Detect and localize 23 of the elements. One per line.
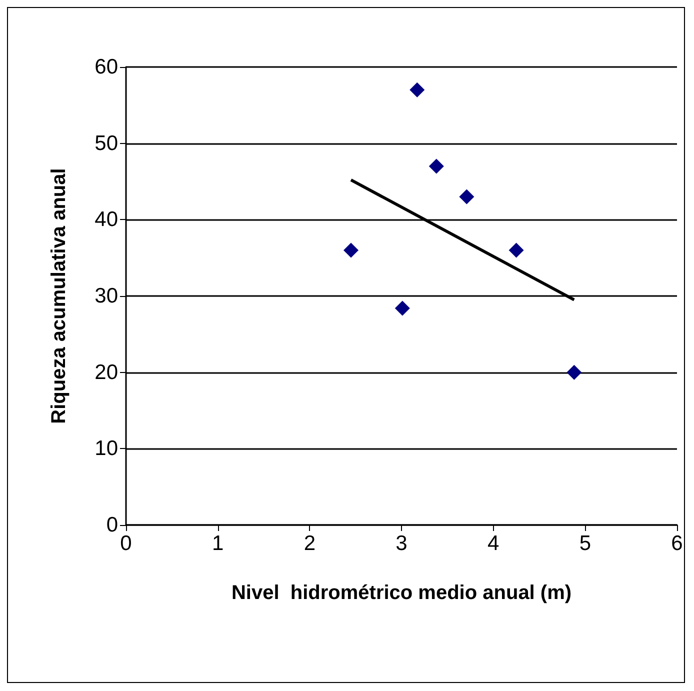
y-tick-label: 10: [94, 437, 118, 460]
point: [410, 82, 425, 98]
y-tick-label: 30: [94, 284, 118, 308]
x-tick-label: 6: [671, 532, 683, 555]
y-axis-title: Riqueza acumulativa anual: [48, 168, 70, 424]
point: [459, 189, 474, 204]
y-tick-label: 50: [94, 132, 118, 155]
y-tick-label: 20: [94, 360, 118, 384]
y-tick-label: 40: [94, 208, 118, 232]
x-tick-label: 2: [304, 532, 316, 555]
x-tick-label: 4: [487, 532, 500, 555]
x-tick-label: 5: [579, 532, 592, 555]
x-tick-label: 3: [396, 532, 408, 555]
point: [508, 242, 524, 258]
point: [394, 300, 410, 316]
y-tick-label: 0: [106, 514, 118, 536]
x-tick-label: 1: [212, 532, 224, 555]
x-axis-title: Nivel hidrométrico medio anual (m): [231, 582, 572, 604]
point: [428, 158, 444, 174]
point: [566, 364, 582, 380]
x-tick-label: 0: [120, 532, 132, 555]
y-tick-label: 60: [94, 56, 118, 78]
point: [343, 242, 358, 258]
